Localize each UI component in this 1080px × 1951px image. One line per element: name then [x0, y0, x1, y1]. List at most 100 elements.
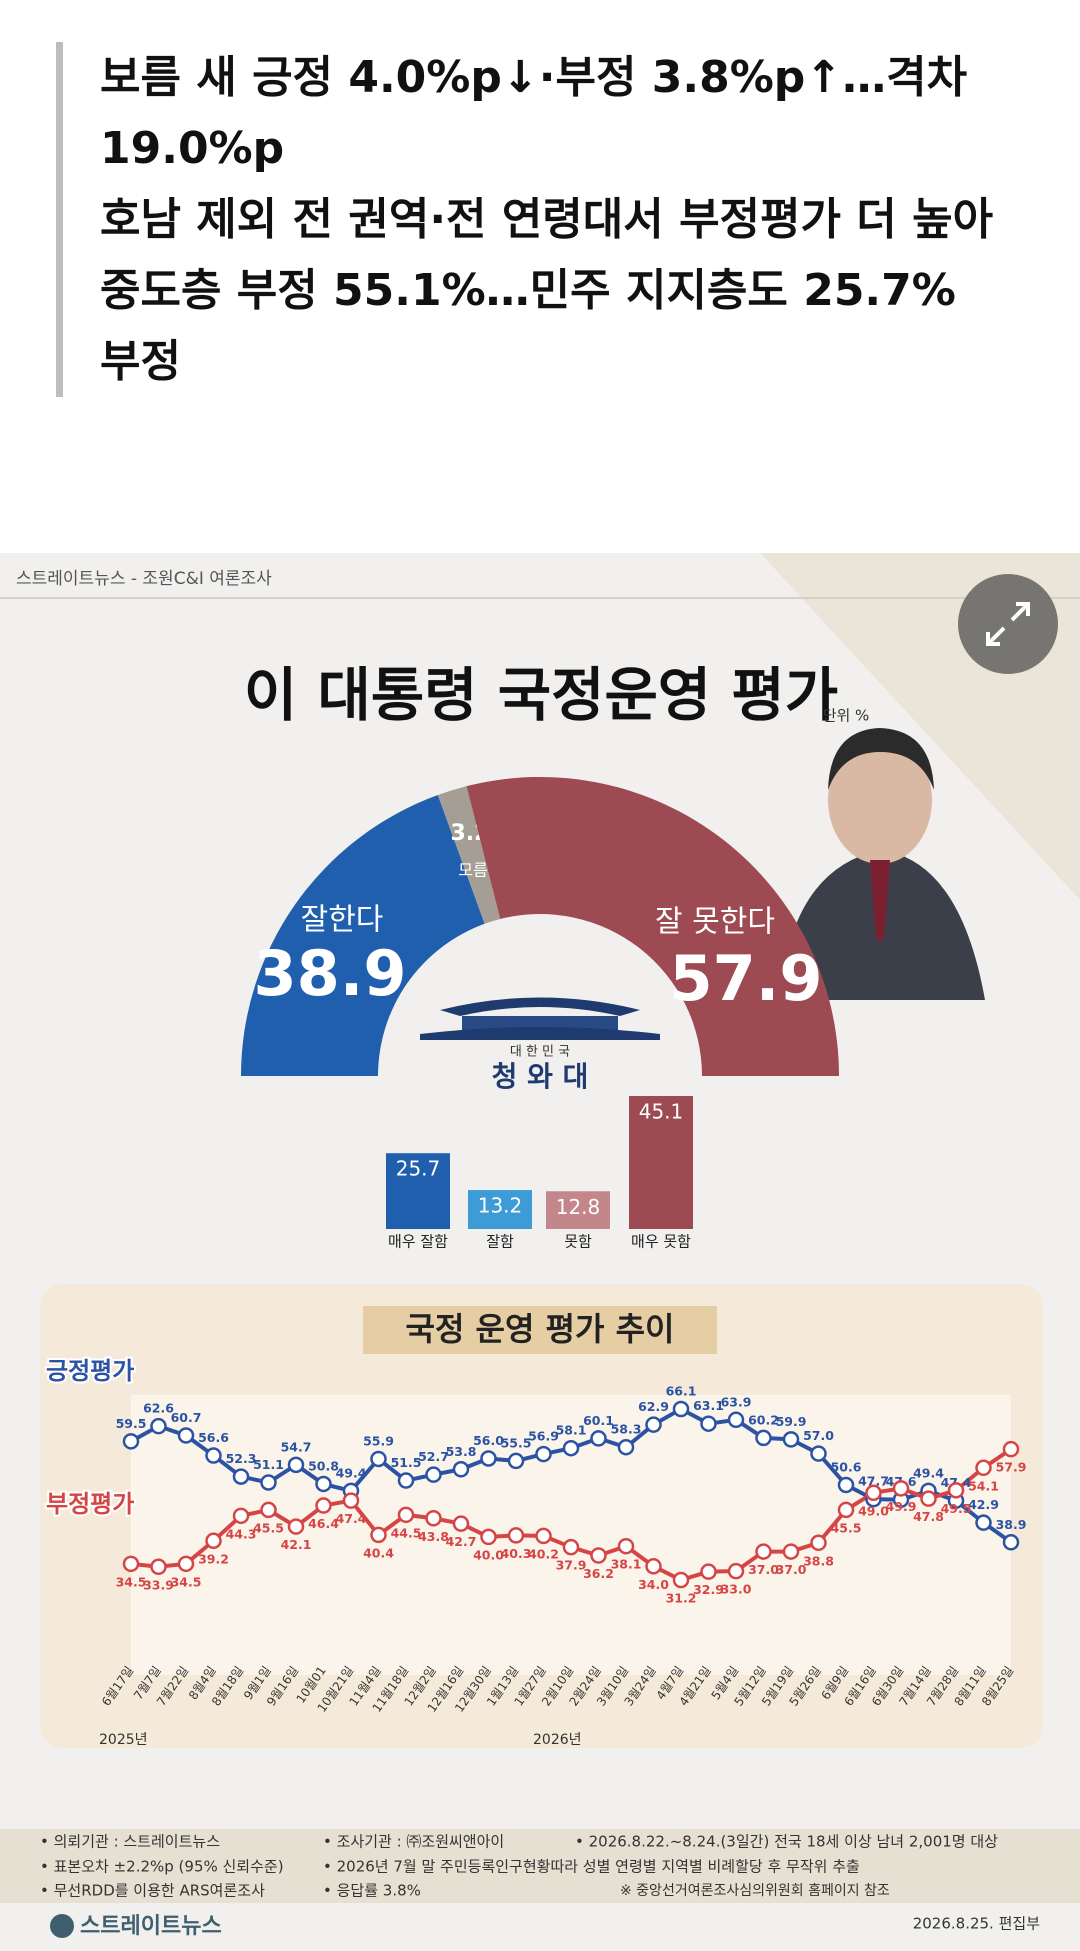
point [177, 1555, 195, 1573]
value-label: 33.0 [721, 1582, 752, 1597]
emblem-country: 대 한 민 국 [510, 1045, 570, 1060]
value-label: 56.9 [528, 1429, 559, 1444]
segment-name: 잘 못한다 [655, 905, 775, 940]
building-base [420, 1027, 660, 1040]
value-label: 56.0 [473, 1433, 504, 1448]
point [810, 1445, 827, 1462]
value-label: 51.5 [391, 1455, 422, 1470]
value-label: 59.9 [776, 1414, 807, 1429]
value-label: 54.7 [281, 1439, 312, 1454]
point [672, 1400, 690, 1418]
bar [386, 1153, 450, 1229]
value-label: 59.5 [116, 1416, 147, 1431]
bar [629, 1096, 693, 1229]
expand-icon[interactable] [986, 602, 1030, 646]
footer-note: • 표본오차 ±2.2%p (95% 신뢰수준) [40, 1858, 284, 1876]
portrait-hair [828, 728, 934, 790]
bar-category: 매우 못함 [631, 1233, 691, 1251]
value-label: 39.2 [198, 1551, 229, 1566]
emblem-name: 청 와 대 [492, 1060, 589, 1093]
expand-button[interactable] [958, 574, 1058, 674]
chart-title: 국정 운영 평가 추이 [406, 1310, 675, 1348]
value-label: 34.5 [171, 1574, 202, 1589]
portrait-tie [870, 860, 890, 940]
footer-note: • 무선RDD를 이용한 ARS여론조사 [40, 1882, 265, 1900]
point [727, 1411, 745, 1429]
headline: 보름 새 긍정 4.0%p↓·부정 3.8%p↑…격차 19.0%p 호남 제외… [56, 42, 1060, 397]
footer-note: • 의뢰기관 : 스트레이트뉴스 [40, 1833, 220, 1851]
point [865, 1484, 882, 1502]
emblem-building [420, 997, 660, 1040]
point [342, 1492, 360, 1509]
headline-line: 보름 새 긍정 4.0%p↓·부정 3.8%p↑…격차 19.0%p [100, 52, 968, 174]
point [535, 1445, 552, 1463]
point [315, 1475, 332, 1493]
point [782, 1543, 800, 1560]
bar-value: 45.1 [639, 1100, 684, 1124]
bar-value: 13.2 [478, 1194, 523, 1218]
value-label: 52.3 [226, 1451, 257, 1466]
point [562, 1538, 580, 1556]
bar-value: 25.7 [396, 1157, 441, 1181]
series-name: 긍정평가 [46, 1357, 134, 1385]
point [287, 1518, 305, 1535]
value-label: 49.0 [858, 1503, 889, 1518]
point [452, 1461, 470, 1478]
point [892, 1480, 910, 1497]
point [782, 1431, 800, 1448]
unit-label: 단위 % [823, 707, 870, 725]
point [315, 1497, 332, 1514]
value-label: 42.7 [446, 1534, 477, 1549]
point [727, 1562, 745, 1580]
value-label: 50.6 [831, 1459, 862, 1474]
point [232, 1468, 250, 1485]
value-label: 34.0 [638, 1577, 669, 1592]
bar-category: 못함 [564, 1233, 592, 1251]
point [617, 1537, 635, 1555]
value-label: 38.9 [996, 1517, 1027, 1532]
point [425, 1510, 442, 1527]
value-label: 63.1 [693, 1398, 724, 1413]
point [122, 1433, 140, 1450]
value-label: 37.0 [776, 1562, 807, 1577]
pie-segment [241, 795, 485, 1076]
point [562, 1439, 580, 1457]
point [1002, 1440, 1020, 1458]
point [260, 1474, 277, 1491]
bar [468, 1190, 532, 1229]
value-label: 44.3 [226, 1526, 257, 1541]
value-label: 47.8 [913, 1509, 944, 1524]
point [507, 1527, 525, 1544]
value-label: 66.1 [666, 1384, 697, 1399]
point [370, 1450, 387, 1468]
point [672, 1571, 690, 1589]
value-label: 38.1 [611, 1557, 642, 1572]
value-label: 37.0 [748, 1562, 779, 1577]
point [232, 1507, 250, 1525]
value-label: 46.4 [308, 1516, 339, 1531]
image-caption: 스트레이트뉴스 - 조원C&I 여론조사 [16, 569, 272, 589]
value-label: 49.9 [886, 1499, 917, 1514]
pie-segment [466, 776, 839, 1076]
point [535, 1527, 552, 1545]
footer-note: ※ 중앙선거여론조사심의위원회 홈페이지 참조 [620, 1883, 890, 1899]
value-label: 55.5 [501, 1435, 532, 1450]
series-name: 부정평가 [46, 1490, 134, 1518]
point [452, 1515, 470, 1532]
value-label: 40.0 [473, 1547, 504, 1562]
point [205, 1447, 222, 1464]
expand-circle[interactable] [958, 574, 1058, 674]
value-label: 56.6 [198, 1430, 229, 1445]
point [1002, 1534, 1020, 1551]
value-label: 57.9 [996, 1460, 1027, 1475]
bar-category: 잘함 [486, 1233, 514, 1251]
value-label: 42.1 [281, 1537, 312, 1552]
point [370, 1526, 387, 1544]
value-label: 49.4 [913, 1465, 944, 1480]
segment-value: 38.9 [254, 937, 407, 1010]
point [205, 1532, 222, 1550]
value-label: 42.9 [968, 1497, 999, 1512]
point [590, 1430, 607, 1447]
value-label: 60.7 [171, 1410, 202, 1425]
logo: 스트레이트뉴스 [80, 1914, 222, 1939]
